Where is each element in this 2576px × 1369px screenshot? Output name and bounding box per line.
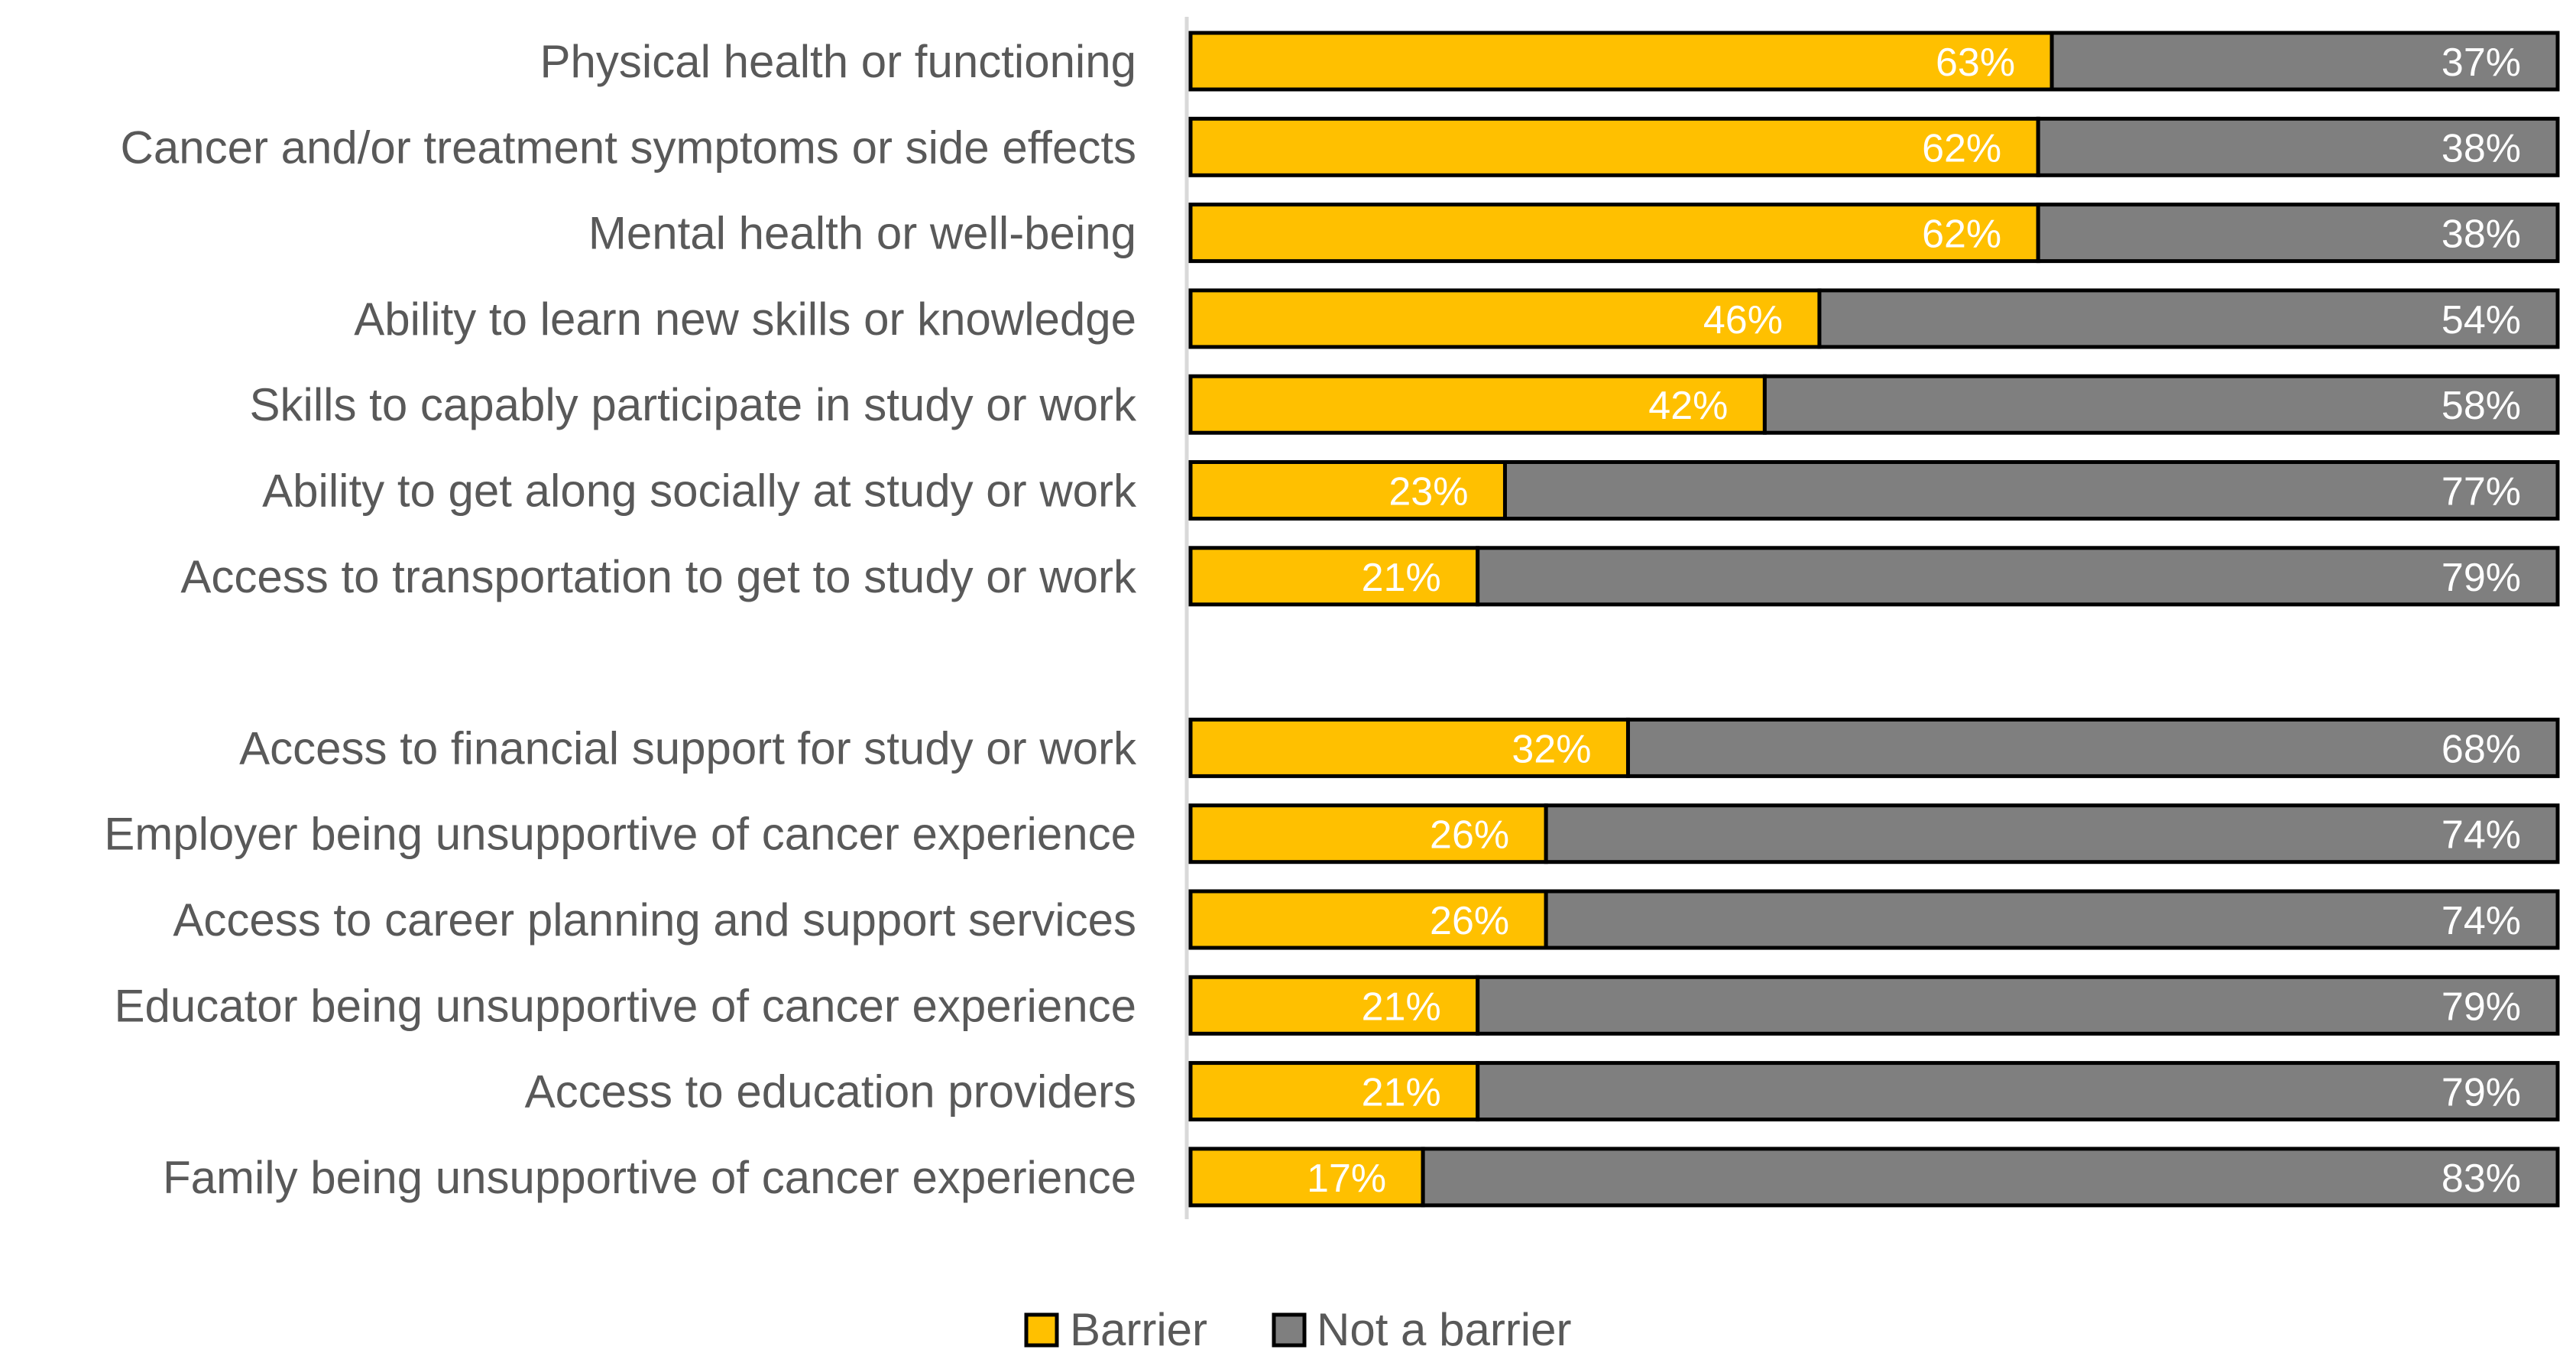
data-label-barrier: 21%: [1362, 1071, 1441, 1115]
bar-not-barrier: [2036, 116, 2560, 177]
data-label-not-barrier: 83%: [2442, 1157, 2521, 1201]
bar-not-barrier: [1502, 460, 2560, 521]
bar-barrier: [1188, 116, 2040, 177]
category-label: Skills to capably participate in study o…: [249, 379, 1137, 430]
category-label: Mental health or well-being: [588, 208, 1136, 259]
legend-swatch-not-barrier: [1272, 1312, 1307, 1348]
category-label: Employer being unsupportive of cancer ex…: [104, 809, 1136, 860]
bar-not-barrier: [1544, 803, 2560, 865]
category-label: Access to transportation to get to study…: [180, 551, 1137, 602]
data-label-barrier: 26%: [1430, 899, 1509, 943]
bar-not-barrier: [1625, 717, 2560, 778]
data-label-barrier: 62%: [1922, 126, 2001, 170]
category-label: Family being unsupportive of cancer expe…: [163, 1152, 1136, 1203]
bar-barrier: [1188, 1147, 1425, 1208]
bar-not-barrier: [2036, 203, 2560, 264]
data-label-barrier: 62%: [1922, 212, 2001, 257]
data-label-barrier: 63%: [1936, 41, 2015, 85]
data-label-not-barrier: 38%: [2442, 212, 2521, 257]
category-labels-layer: Physical health or functioning Cancer and…: [104, 36, 1137, 1203]
data-label-barrier: 42%: [1648, 384, 1728, 428]
bars-layer: 63% 37% 62% 38% 62% 38% 46% 54% 42% 58% 23% 77% 21% 7…: [1188, 31, 2560, 1208]
bar-barrier: [1188, 31, 2054, 92]
legend-label-barrier: Barrier: [1070, 1304, 1207, 1355]
data-label-not-barrier: 74%: [2442, 899, 2521, 943]
bar-barrier: [1188, 203, 2040, 264]
data-label-barrier: 26%: [1430, 813, 1509, 858]
data-label-not-barrier: 79%: [2442, 1071, 2521, 1115]
bar-barrier: [1188, 717, 1630, 778]
category-label: Educator being unsupportive of cancer ex…: [114, 980, 1136, 1031]
category-label: Ability to learn new skills or knowledge: [354, 294, 1136, 345]
data-label-not-barrier: 37%: [2442, 41, 2521, 85]
bar-not-barrier: [1544, 889, 2560, 950]
data-label-not-barrier: 74%: [2442, 813, 2521, 858]
bar-not-barrier: [1817, 288, 2560, 349]
data-label-not-barrier: 68%: [2442, 727, 2521, 771]
bar-not-barrier: [1762, 374, 2560, 435]
category-label: Access to career planning and support se…: [173, 894, 1136, 946]
data-label-not-barrier: 54%: [2442, 298, 2521, 342]
bar-not-barrier: [1421, 1147, 2560, 1208]
data-label-barrier: 21%: [1362, 556, 1441, 600]
bar-barrier: [1188, 803, 1548, 865]
data-label-not-barrier: 77%: [2442, 470, 2521, 514]
legend-swatch-barrier: [1024, 1312, 1059, 1348]
legend: Barrier Not a barrier: [1024, 1304, 1571, 1355]
category-label: Cancer and/or treatment symptoms or side…: [121, 122, 1136, 173]
bar-not-barrier: [1476, 975, 2560, 1036]
bar-not-barrier: [1476, 546, 2560, 607]
category-label: Access to education providers: [525, 1066, 1136, 1118]
bar-barrier: [1188, 889, 1548, 950]
category-label: Physical health or functioning: [540, 36, 1136, 87]
data-label-not-barrier: 38%: [2442, 126, 2521, 170]
data-label-barrier: 17%: [1307, 1157, 1386, 1201]
bar-not-barrier: [2049, 31, 2560, 92]
bar-not-barrier: [1476, 1061, 2560, 1122]
legend-label-not-barrier: Not a barrier: [1317, 1304, 1571, 1355]
data-label-barrier: 46%: [1703, 298, 1783, 342]
data-label-not-barrier: 79%: [2442, 985, 2521, 1029]
data-label-not-barrier: 58%: [2442, 384, 2521, 428]
data-label-barrier: 23%: [1388, 470, 1468, 514]
data-label-barrier: 32%: [1512, 727, 1591, 771]
category-label: Access to financial support for study or…: [239, 722, 1137, 774]
data-label-not-barrier: 79%: [2442, 556, 2521, 600]
category-label: Ability to get along socially at study o…: [262, 466, 1137, 517]
data-label-barrier: 21%: [1362, 985, 1441, 1029]
